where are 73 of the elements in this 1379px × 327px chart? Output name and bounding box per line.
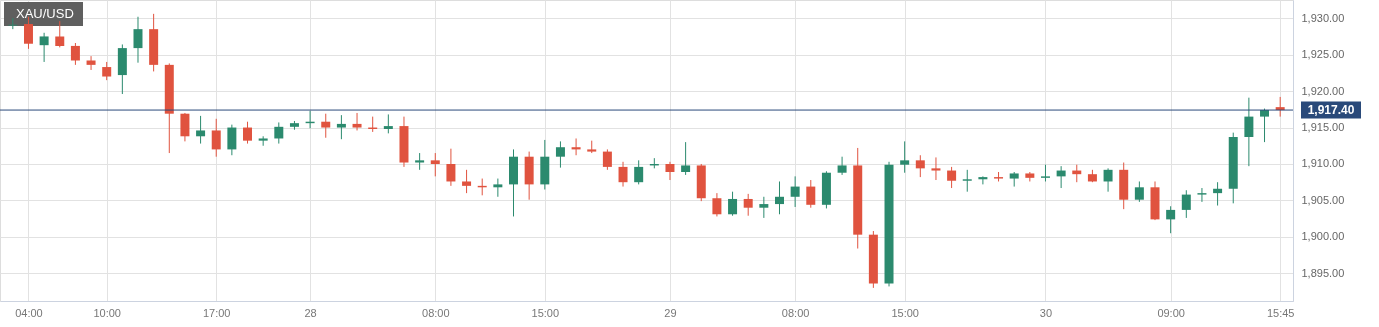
candlestick — [274, 121, 284, 145]
candlestick — [1103, 167, 1113, 193]
candlestick — [70, 42, 80, 66]
x-tick-label: 30 — [1039, 306, 1053, 319]
y-tick-label: 1,900.00 — [1301, 230, 1345, 243]
candlestick — [102, 61, 112, 81]
candlestick — [915, 154, 925, 178]
candlestick — [1260, 108, 1270, 143]
y-tick-label: 1,905.00 — [1301, 193, 1345, 206]
x-tick-label: 04:00 — [15, 306, 43, 319]
candlestick — [180, 112, 190, 142]
candlestick — [1197, 187, 1207, 203]
candlestick — [196, 115, 206, 145]
candlestick — [86, 55, 96, 71]
candlestick — [1213, 181, 1223, 207]
x-tick-label: 29 — [664, 306, 677, 319]
candlestick — [728, 191, 738, 217]
candlestick — [774, 180, 784, 215]
x-tick-label: 10:00 — [93, 306, 121, 319]
y-tick-label: 1,895.00 — [1301, 266, 1345, 279]
candlestick — [462, 169, 472, 194]
y-tick-label: 1,925.00 — [1301, 48, 1345, 61]
candlestick — [712, 192, 722, 217]
candlestick — [211, 118, 221, 158]
x-tick-label: 28 — [304, 306, 317, 319]
candlestick — [321, 113, 331, 139]
candlestick — [336, 114, 346, 140]
x-tick-label: 15:00 — [891, 306, 919, 319]
candlestick — [618, 161, 628, 188]
candlestick — [39, 32, 49, 63]
candlestick — [383, 113, 393, 134]
candlestick — [634, 159, 644, 185]
candlestick — [743, 193, 753, 217]
candlestick — [8, 17, 18, 30]
candlestick — [1244, 97, 1254, 167]
candlestick — [446, 148, 456, 187]
y-tick-label: 1,920.00 — [1301, 84, 1345, 97]
candlestick — [806, 179, 816, 209]
candlestick — [602, 148, 612, 171]
y-tick-label: 1,910.00 — [1301, 157, 1345, 170]
candlestick — [1166, 205, 1176, 234]
x-tick-label: 17:00 — [202, 306, 231, 319]
candlestick — [227, 124, 237, 156]
candlestick — [23, 16, 33, 50]
candlestick — [759, 196, 769, 219]
candlestick — [900, 140, 910, 174]
x-tick-label: 08:00 — [422, 306, 450, 319]
candlestick — [555, 140, 565, 169]
x-tick-label: 15:00 — [531, 306, 560, 319]
candlestick — [430, 152, 440, 177]
x-tick-label: 15:45 — [1266, 306, 1295, 319]
candlestick — [133, 16, 143, 64]
ref-line-label: 1,917.40 — [1307, 103, 1355, 118]
candlestick — [962, 169, 972, 193]
candlestick — [681, 141, 691, 176]
candlestick — [837, 156, 847, 176]
x-tick-label: 09:00 — [1157, 306, 1185, 319]
y-tick-label: 1,915.00 — [1301, 121, 1345, 134]
candlestick — [493, 178, 503, 198]
candlestick — [947, 166, 957, 189]
candlestick — [352, 112, 362, 131]
candlestick — [790, 175, 800, 208]
chart-title: XAU/USD — [16, 6, 74, 21]
candlestick — [931, 156, 941, 181]
candlestick — [1181, 189, 1191, 219]
candlestick — [978, 175, 988, 185]
candlestick — [55, 20, 65, 48]
candlestick — [571, 137, 581, 156]
y-tick-label: 1,930.00 — [1301, 11, 1345, 24]
candlestick — [1134, 180, 1144, 203]
candlestick — [665, 161, 675, 181]
candlestick — [243, 121, 253, 145]
x-tick-label: 08:00 — [781, 306, 810, 319]
